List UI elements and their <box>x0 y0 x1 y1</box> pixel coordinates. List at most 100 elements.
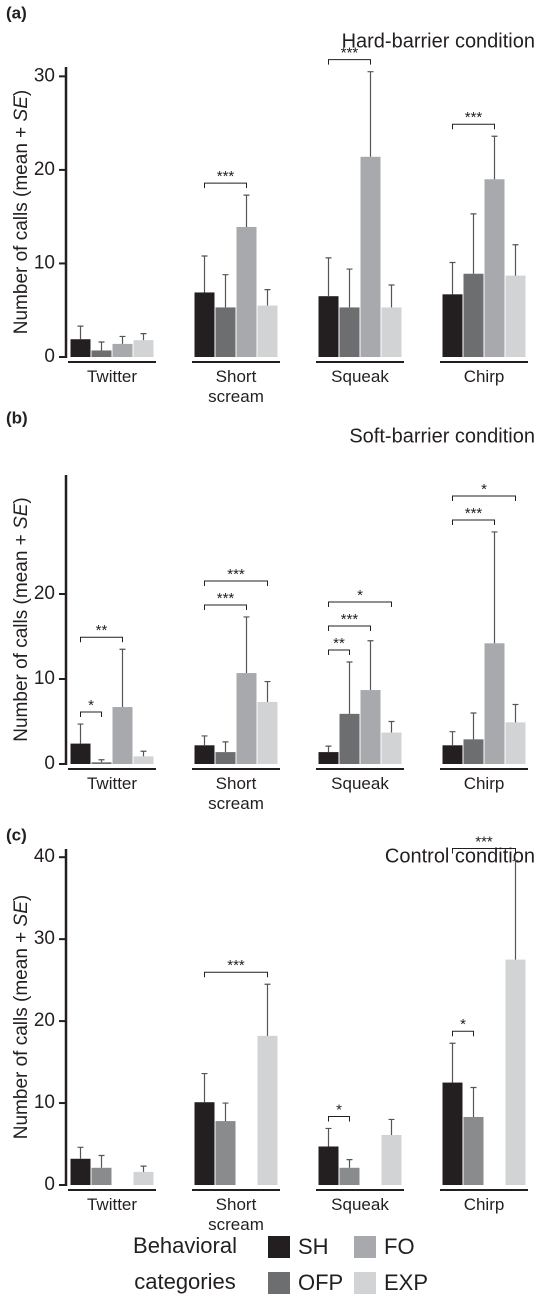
error-bar <box>140 750 147 757</box>
bar <box>505 722 526 764</box>
error-bar <box>388 284 395 308</box>
y-tick-label: 40 <box>34 846 55 867</box>
error-bar <box>325 745 332 753</box>
error-bar <box>77 723 84 744</box>
error-bar <box>470 213 477 274</box>
error-bar <box>470 1086 477 1117</box>
x-tick-label: Chirp <box>463 774 505 793</box>
y-tick-label: 10 <box>34 668 55 689</box>
error-bar <box>346 661 353 714</box>
bar <box>318 1146 339 1185</box>
bar <box>484 643 505 764</box>
significance-bracket <box>204 182 247 189</box>
legend-title: Behavioral categories <box>133 1233 237 1294</box>
y-axis-label-part: ) <box>11 90 32 96</box>
bar <box>381 1135 402 1185</box>
bar <box>70 1158 91 1185</box>
significance-bracket <box>80 711 102 718</box>
y-tick-label: 20 <box>34 583 55 604</box>
significance-bracket <box>204 971 268 978</box>
x-tick-label: Squeak <box>331 774 389 793</box>
panel-label: (c) <box>6 825 27 844</box>
error-bar <box>367 640 374 691</box>
error-bar <box>222 1102 229 1122</box>
error-bar <box>98 1154 105 1168</box>
significance-label: * <box>88 697 94 714</box>
significance-label: * <box>460 1016 466 1033</box>
error-bar <box>512 859 519 960</box>
bar <box>133 756 154 764</box>
y-axis-label-part: SE <box>11 503 32 529</box>
bar <box>463 1116 484 1185</box>
panel-title: Control condition <box>385 845 535 867</box>
legend-swatch <box>268 1236 290 1258</box>
significance-label: *** <box>217 168 235 185</box>
significance-label: *** <box>227 957 245 974</box>
bar <box>381 732 402 764</box>
significance-label: ** <box>96 622 108 639</box>
bar <box>360 690 381 764</box>
x-tick-label: Squeak <box>331 1195 389 1214</box>
significance-bracket <box>328 649 350 655</box>
significance-label: * <box>357 587 363 604</box>
error-bar <box>77 1146 84 1159</box>
significance-bracket <box>204 604 247 610</box>
bar <box>194 745 215 764</box>
significance-bracket <box>328 601 392 607</box>
error-bar <box>119 648 126 708</box>
bar <box>91 762 112 764</box>
y-axis-label-part: ) <box>11 497 32 503</box>
bar <box>318 752 339 764</box>
x-tick-label: Short scream <box>208 367 264 406</box>
error-bar <box>470 712 477 740</box>
significance-label: * <box>481 481 487 498</box>
y-tick-label: 30 <box>34 65 55 86</box>
significance-label: *** <box>341 611 359 628</box>
error-bar <box>264 983 271 1036</box>
x-tick-label: Twitter <box>86 367 138 386</box>
error-bar <box>346 268 353 308</box>
significance-label: *** <box>465 505 483 522</box>
significance-label: ** <box>333 635 345 652</box>
x-tick-label: Short scream <box>208 1195 264 1234</box>
y-axis-label-part: SE <box>11 901 32 927</box>
legend-label: FO <box>384 1234 415 1259</box>
legend-swatch <box>354 1272 376 1294</box>
bar <box>381 307 402 357</box>
panel-label: (b) <box>6 408 28 427</box>
significance-bracket <box>452 123 495 130</box>
bar <box>257 1035 278 1185</box>
error-bar <box>77 325 84 340</box>
bar <box>194 1102 215 1185</box>
bar <box>505 275 526 357</box>
error-bar <box>222 741 229 753</box>
error-bar <box>201 1072 208 1103</box>
bar <box>236 673 257 764</box>
bar <box>112 707 133 764</box>
y-axis-label: Number of calls (mean + SE) <box>11 90 32 334</box>
legend-label: SH <box>298 1234 329 1259</box>
y-tick-label: 10 <box>34 252 55 273</box>
bar <box>133 1171 154 1185</box>
error-bar <box>491 531 498 644</box>
y-axis-label: Number of calls (mean + SE) <box>11 895 32 1139</box>
significance-label: *** <box>227 566 245 583</box>
error-bar <box>325 1127 332 1147</box>
significance-bracket <box>452 495 516 501</box>
y-axis-label-part: SE <box>11 96 32 122</box>
y-axis-label-part: Number of calls (mean + <box>11 121 32 334</box>
bar <box>339 307 360 357</box>
bar <box>91 1167 112 1185</box>
error-bar <box>119 335 126 344</box>
y-axis-label-part: Number of calls (mean + <box>11 926 32 1139</box>
bar <box>442 745 463 764</box>
significance-bracket <box>328 625 371 631</box>
bar <box>463 739 484 764</box>
bar <box>442 1082 463 1185</box>
legend-swatch <box>268 1272 290 1294</box>
bar <box>236 226 257 357</box>
significance-label: *** <box>341 45 359 62</box>
significance-bracket <box>328 59 371 65</box>
legend-label: OFP <box>298 1270 343 1295</box>
